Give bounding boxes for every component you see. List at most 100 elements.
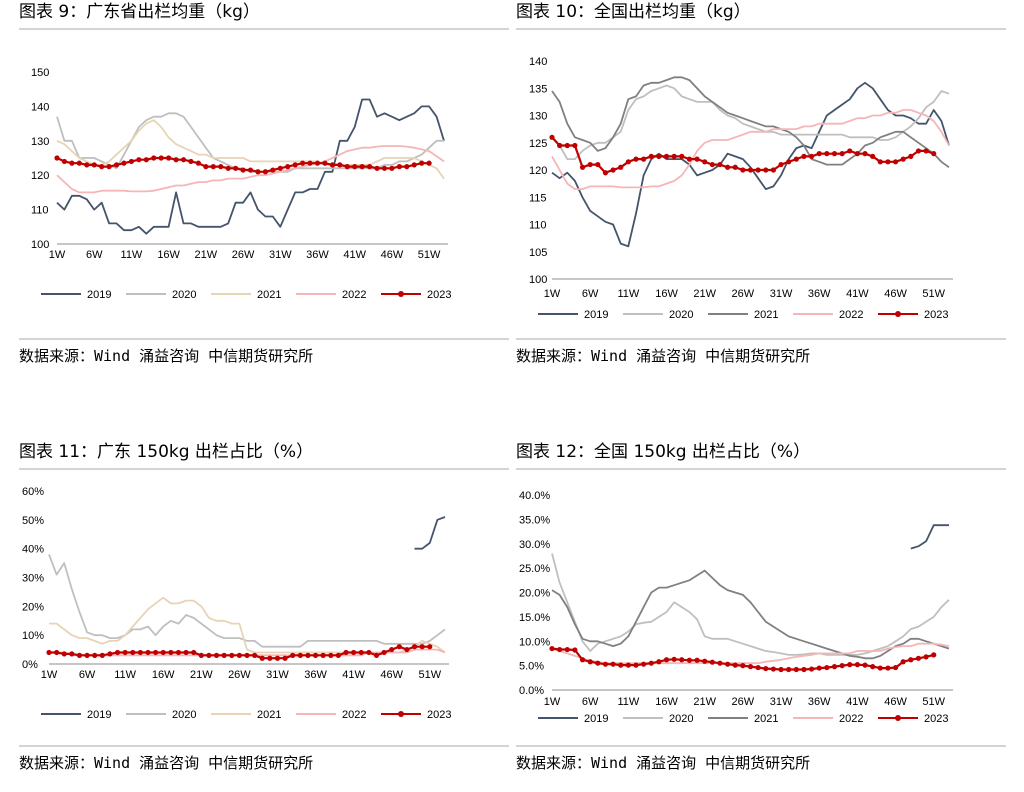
data-point-2023: [411, 162, 417, 168]
data-point-2023: [770, 167, 777, 173]
data-point-2023: [671, 153, 677, 159]
data-point-2023: [158, 155, 164, 161]
data-point-2023: [173, 157, 179, 163]
data-point-2023: [801, 153, 807, 159]
data-point-2023: [389, 165, 395, 171]
x-tick-label: 16W: [157, 249, 180, 261]
y-tick-label: 120: [529, 165, 547, 177]
data-point-2023: [549, 645, 555, 652]
y-tick-label: 40.0%: [519, 490, 550, 502]
data-point-2023: [233, 165, 239, 171]
data-point-2023: [218, 164, 224, 170]
data-point-2023: [404, 164, 410, 170]
data-point-2023: [136, 157, 142, 163]
x-tick-label: 51W: [418, 249, 441, 261]
data-point-2023: [282, 655, 288, 661]
data-point-2023: [320, 652, 326, 658]
series-line-2019: [910, 524, 949, 550]
data-point-2023: [351, 649, 357, 656]
chart-title: 图表 12：全国 150kg 出栏占比（%）: [516, 442, 811, 462]
data-point-2023: [724, 661, 731, 667]
series-line-2020: [551, 84, 950, 160]
data-point-2023: [99, 164, 105, 170]
data-point-2023: [862, 151, 868, 157]
x-tick-label: 21W: [693, 696, 716, 708]
data-point-2023: [900, 659, 906, 665]
data-point-2023: [679, 657, 685, 663]
series-line-2019: [56, 98, 445, 235]
legend-label: 2019: [584, 713, 608, 725]
data-point-2023: [892, 159, 899, 165]
data-point-2023: [839, 151, 845, 157]
data-point-2023: [247, 167, 254, 173]
data-point-2023: [831, 664, 838, 670]
data-point-2023: [106, 164, 112, 170]
data-point-2023: [648, 660, 654, 666]
data-point-2023: [633, 662, 639, 668]
data-point-2023: [84, 652, 90, 658]
data-point-2023: [702, 159, 708, 165]
y-tick-label: 25.0%: [519, 563, 550, 575]
data-point-2023: [915, 148, 922, 154]
data-point-2023: [236, 652, 242, 658]
chart-title: 图表 11：广东 150kg 出栏占比（%）: [19, 442, 314, 462]
data-point-2023: [847, 148, 853, 154]
data-point-2023: [419, 644, 425, 650]
x-tick-label: 36W: [306, 249, 329, 261]
y-tick-label: 130: [529, 111, 547, 123]
data-point-2023: [763, 167, 769, 173]
data-point-2023: [419, 160, 425, 166]
source-rule: [516, 338, 1006, 340]
y-tick-label: 30.0%: [519, 539, 550, 551]
x-tick-label: 16W: [655, 288, 678, 300]
x-tick-label: 26W: [732, 288, 755, 300]
source-note: 数据来源：Wind 涌益咨询 中信期货研究所: [19, 347, 314, 365]
series-line-2019: [551, 81, 950, 248]
x-tick-label: 21W: [190, 669, 213, 681]
y-tick-label: 10.0%: [519, 636, 550, 648]
x-tick-label: 51W: [922, 696, 945, 708]
data-point-2023: [671, 656, 677, 662]
data-point-2023: [778, 161, 784, 168]
y-tick-label: 20.0%: [519, 588, 550, 600]
data-point-2023: [76, 160, 82, 166]
data-point-2023: [168, 649, 174, 656]
data-point-2023: [374, 165, 380, 171]
data-point-2023: [240, 167, 246, 173]
legend-marker: [398, 291, 404, 297]
title-rule: [516, 28, 1006, 30]
data-point-2023: [793, 156, 799, 162]
data-point-2023: [847, 662, 853, 668]
data-point-2023: [307, 160, 313, 166]
data-point-2023: [686, 657, 693, 663]
x-tick-label: 11W: [617, 288, 639, 300]
data-point-2023: [694, 156, 700, 162]
data-point-2023: [763, 665, 769, 672]
data-point-2023: [656, 659, 662, 665]
data-point-2023: [411, 644, 418, 650]
x-tick-label: 11W: [114, 669, 136, 681]
series-line-2021: [551, 76, 950, 169]
data-point-2023: [213, 652, 220, 658]
legend-label: 2020: [669, 309, 693, 321]
legend-label: 2023: [427, 289, 451, 301]
y-tick-label: 115: [529, 192, 547, 204]
data-point-2023: [633, 156, 639, 162]
legend-label: 2022: [839, 713, 863, 725]
chart-svg: 0% 10% 20% 30% 40% 50% 60% 1W 6W 11W 16W 21W 26W 31W 3…: [22, 486, 451, 721]
data-point-2023: [61, 651, 67, 657]
data-point-2023: [312, 652, 319, 658]
data-point-2023: [755, 664, 761, 671]
y-tick-label: 20%: [22, 601, 44, 613]
y-tick-label: 110: [529, 220, 547, 232]
data-point-2023: [198, 652, 204, 658]
data-point-2023: [717, 660, 723, 666]
data-point-2023: [923, 148, 929, 154]
data-point-2023: [252, 652, 258, 658]
y-tick-label: 150: [31, 67, 49, 79]
data-point-2023: [641, 661, 647, 667]
data-point-2023: [130, 649, 136, 656]
data-point-2023: [686, 156, 693, 162]
legend-label: 2021: [257, 289, 281, 301]
source-rule: [19, 745, 509, 747]
